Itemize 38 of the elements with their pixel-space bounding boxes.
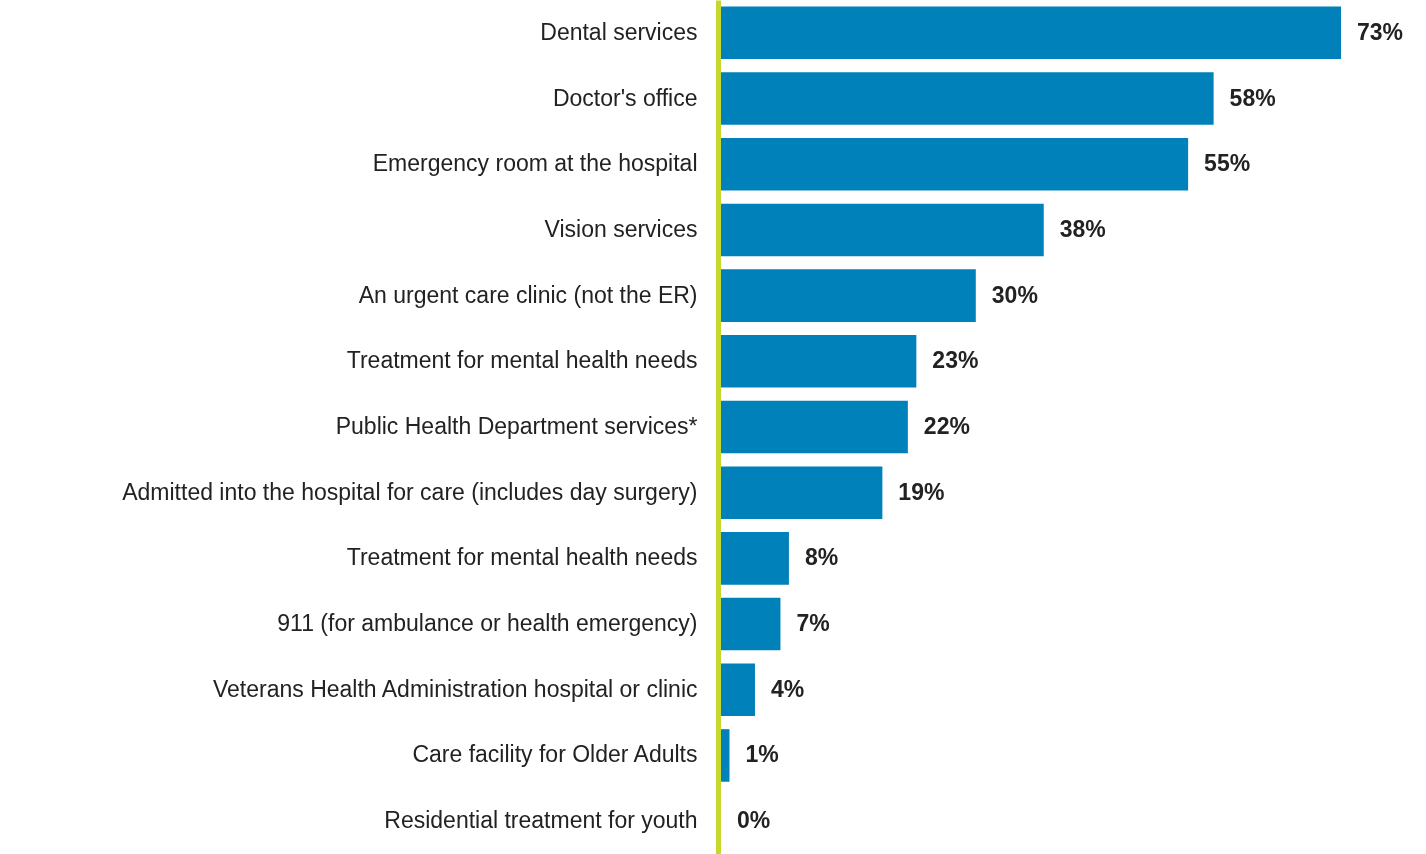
- y-tick-label: Doctor's office: [552, 84, 698, 111]
- data-label: 1%: [745, 741, 779, 768]
- y-tick-label: Admitted into the hospital for care (includes day surgery): [122, 478, 698, 505]
- y-tick-label: Emergency room at the hospital: [372, 150, 698, 177]
- bar: [721, 72, 1214, 125]
- bar: [721, 663, 755, 717]
- y-tick-label: Veterans Health Administration hospital or clinic: [212, 675, 698, 702]
- bar: [721, 269, 976, 322]
- bar: [721, 203, 1044, 257]
- data-label: 4%: [770, 675, 805, 702]
- y-tick-label: Residential treatment for youth: [384, 807, 698, 834]
- data-label: 30%: [991, 281, 1038, 308]
- y-tick-label: An urgent care clinic (not the ER): [358, 281, 698, 308]
- bar: [721, 335, 917, 388]
- y-tick-label: 911 (for ambulance or health emergency): [277, 610, 698, 637]
- data-label: 22%: [923, 413, 970, 439]
- data-label: 7%: [796, 610, 830, 637]
- bar: [721, 137, 1189, 191]
- data-label: 23%: [932, 347, 979, 374]
- bar: [721, 466, 883, 519]
- data-label: 19%: [898, 478, 945, 505]
- data-label: 38%: [1059, 215, 1106, 242]
- y-tick-label: Treatment for mental health needs: [346, 544, 698, 571]
- data-label: 0%: [737, 807, 771, 834]
- bar: [721, 597, 781, 651]
- y-tick-label: Vision services: [544, 215, 698, 242]
- data-label: 8%: [804, 544, 839, 571]
- y-tick-label: Public Health Department services*: [335, 413, 698, 439]
- bar: [721, 729, 730, 782]
- bar: [721, 400, 908, 454]
- bar: [721, 6, 1341, 60]
- y-tick-label: Care facility for Older Adults: [412, 741, 698, 768]
- data-label: 58%: [1229, 84, 1276, 111]
- data-label: 55%: [1204, 150, 1251, 177]
- y-tick-label: Treatment for mental health needs: [346, 347, 698, 374]
- bar: [721, 532, 789, 585]
- y-tick-label: Dental services: [540, 18, 698, 45]
- data-label: 73%: [1357, 18, 1404, 45]
